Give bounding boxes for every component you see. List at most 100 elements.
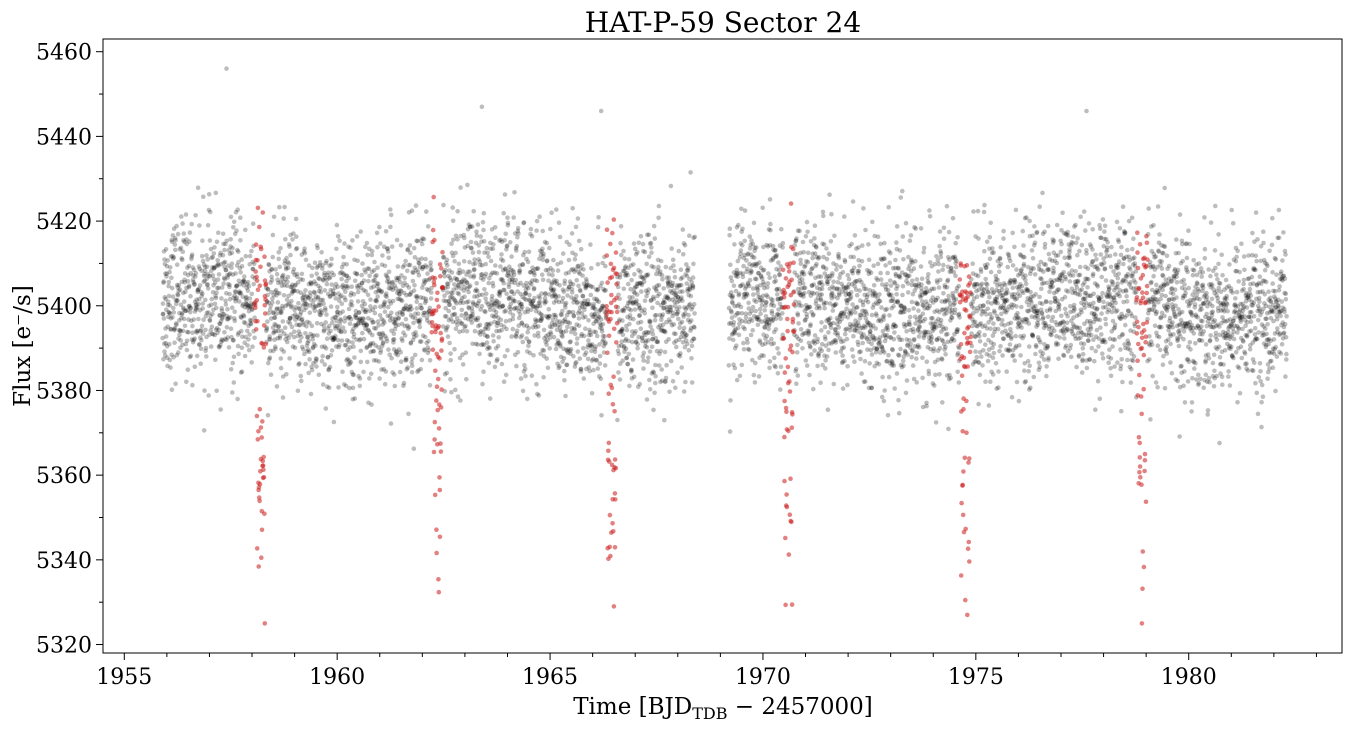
flux-point [284, 372, 289, 377]
flux-point [226, 263, 231, 269]
flux-point [1107, 286, 1112, 291]
flux-point [370, 349, 376, 354]
flux-point [270, 310, 276, 316]
flux-point [168, 365, 173, 370]
flux-point [1061, 353, 1067, 359]
flux-point [1043, 299, 1049, 305]
flux-point [988, 269, 994, 275]
flux-point [1054, 222, 1060, 228]
flux-point [401, 290, 407, 296]
flux-point [384, 279, 390, 284]
flux-point [367, 376, 372, 381]
flux-point [460, 269, 466, 274]
flux-point [309, 364, 314, 370]
flux-point [944, 203, 950, 209]
flux-point [331, 337, 336, 343]
flux-point [414, 299, 420, 305]
flux-point [229, 250, 235, 256]
flux-point [281, 293, 287, 298]
flux-point [676, 316, 681, 322]
flux-point [386, 347, 391, 352]
flux-point [566, 257, 572, 263]
flux-point [383, 229, 389, 234]
flux-point [200, 331, 206, 336]
flux-point [375, 281, 381, 287]
flux-point [337, 294, 343, 300]
flux-point [852, 359, 857, 365]
flux-point [362, 301, 368, 307]
flux-point [910, 363, 916, 368]
flux-point [476, 243, 482, 248]
flux-point [200, 258, 206, 264]
flux-point [985, 282, 990, 287]
flux-point [745, 340, 750, 345]
flux-point [804, 219, 810, 225]
flux-point [300, 303, 306, 308]
flux-point [995, 300, 1000, 306]
flux-point [767, 197, 773, 202]
flux-point [842, 358, 847, 364]
flux-point [185, 308, 190, 313]
flux-point [400, 283, 406, 289]
flux-point [599, 413, 604, 418]
flux-point [894, 371, 900, 376]
flux-point [303, 288, 308, 293]
flux-point [817, 305, 822, 311]
flux-point [382, 309, 388, 315]
flux-point [1008, 330, 1014, 336]
flux-point [365, 359, 370, 365]
flux-point [688, 170, 693, 175]
flux-point [874, 313, 879, 318]
flux-point [230, 272, 236, 277]
flux-point [490, 246, 496, 252]
flux-point [938, 317, 944, 323]
flux-point [588, 292, 594, 298]
flux-point [354, 337, 359, 342]
flux-point [943, 344, 948, 350]
flux-point [505, 347, 510, 353]
flux-point [214, 305, 219, 311]
flux-point [974, 294, 980, 300]
flux-point [834, 263, 839, 268]
flux-point [882, 388, 887, 393]
flux-point [338, 310, 343, 316]
flux-point [407, 304, 413, 310]
flux-point [220, 312, 226, 317]
flux-point [347, 358, 352, 363]
flux-point [222, 264, 227, 270]
flux-point [353, 312, 359, 318]
flux-point [170, 315, 175, 320]
flux-point [378, 336, 384, 342]
flux-point [651, 223, 657, 229]
data-points [160, 66, 1289, 626]
flux-point [760, 205, 765, 211]
flux-point [481, 227, 486, 233]
flux-point [172, 235, 178, 241]
flux-point [668, 183, 674, 189]
flux-point [299, 378, 304, 384]
flux-point [1084, 251, 1089, 256]
flux-point [210, 332, 216, 337]
flux-point [406, 411, 411, 417]
flux-point [202, 271, 207, 277]
flux-point [375, 294, 381, 299]
flux-point [388, 301, 394, 306]
flux-point [498, 264, 503, 269]
flux-point [510, 326, 516, 332]
flux-point [575, 216, 581, 221]
flux-point [401, 306, 407, 312]
flux-point [217, 344, 222, 350]
flux-point [833, 340, 839, 345]
flux-point [226, 345, 232, 350]
flux-point [828, 325, 834, 330]
flux-point [690, 275, 696, 280]
flux-point [638, 326, 644, 332]
flux-point [1074, 364, 1079, 370]
flux-point [1112, 337, 1118, 342]
flux-point [896, 353, 902, 358]
flux-point [268, 316, 274, 321]
flux-point [403, 303, 409, 308]
flux-point [183, 308, 188, 314]
flux-point [578, 366, 584, 372]
